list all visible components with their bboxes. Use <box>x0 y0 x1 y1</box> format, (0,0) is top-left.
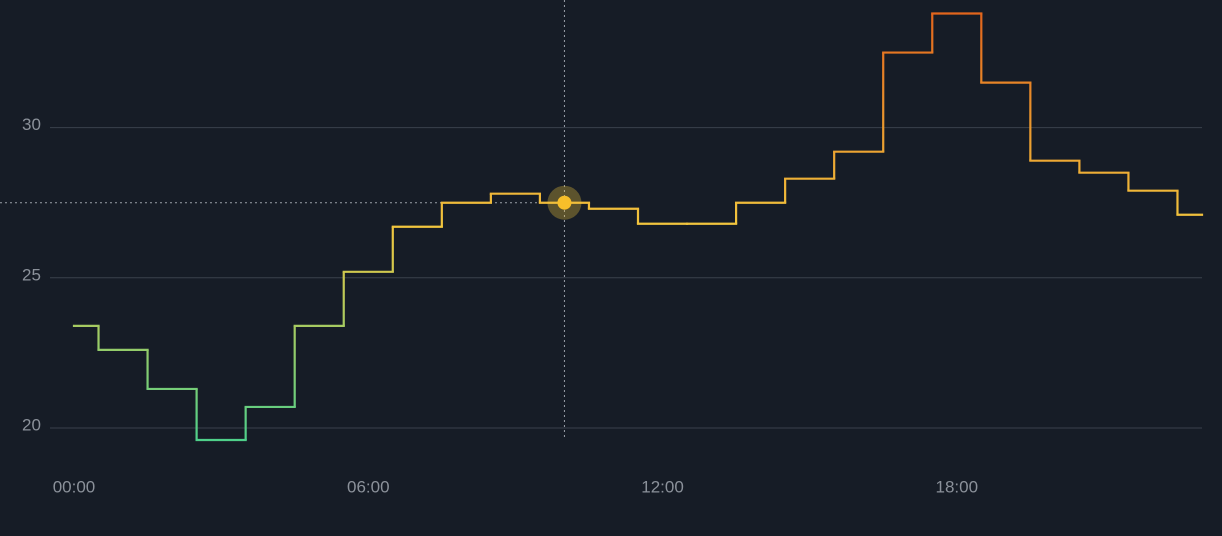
x-tick-label: 12:00 <box>641 477 684 496</box>
x-tick-label: 00:00 <box>53 477 96 496</box>
x-tick-label: 06:00 <box>347 477 390 496</box>
y-tick-label: 20 <box>22 415 41 434</box>
y-tick-label: 30 <box>22 115 41 134</box>
hover-point <box>557 196 571 210</box>
x-tick-label: 18:00 <box>936 477 979 496</box>
y-tick-label: 25 <box>22 265 41 284</box>
